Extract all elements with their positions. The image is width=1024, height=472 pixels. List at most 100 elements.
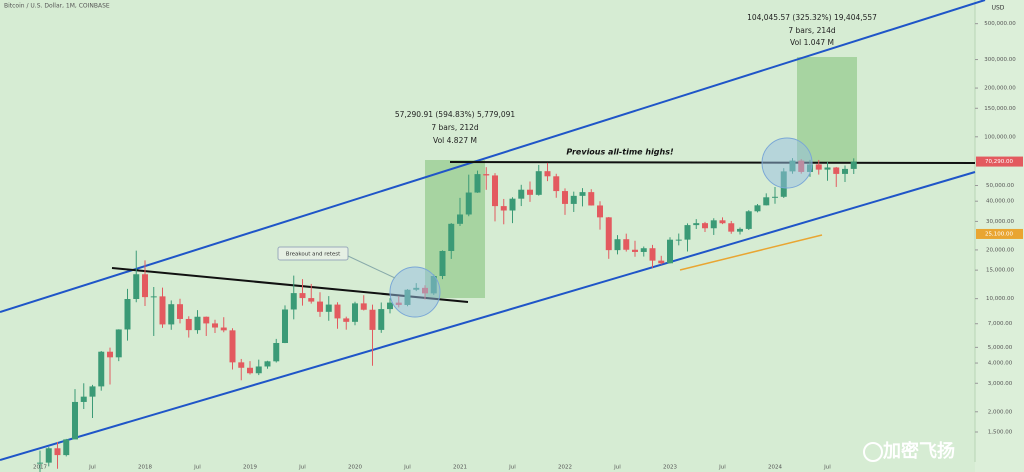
candle-body [483,174,490,176]
candle-body [632,249,638,252]
note-box [277,246,349,261]
annotation: 7 bars, 214d [788,26,836,35]
candle-body [317,301,323,312]
candle-body [282,309,288,344]
candle-body [693,223,700,226]
annotation: Vol 1.047 M [790,38,834,47]
candle-body [719,220,726,224]
candle-body [115,329,122,358]
x-tick-label: Jul [823,465,831,471]
candle-body [553,176,560,192]
channel-upper [0,0,986,313]
candle-body [360,303,367,310]
y-tick-label: 150,000.00 [984,106,1016,112]
candle-body [597,205,603,218]
candle-body [527,189,533,195]
candle-body [80,396,87,402]
candle-body [850,161,857,169]
candle-body [570,195,577,204]
x-tick-label: 2024 [768,465,782,471]
candle-body [177,304,183,319]
x-tick-label: 2020 [348,465,362,471]
candle-body [658,260,665,264]
candle-body [203,316,210,324]
y-tick-label: 20,000.00 [986,247,1014,253]
candle-body [824,167,831,170]
price-tag-label: 25,100.00 [985,231,1013,237]
x-tick-label: 2019 [243,465,257,471]
y-tick-label: 4,000.00 [988,361,1013,367]
candle-body [649,248,656,261]
candle-body [308,298,315,302]
candle-body [387,302,393,310]
candle-body [238,362,245,368]
price-tag-label: 70,290.00 [985,159,1013,165]
x-tick-label: Jul [298,465,306,471]
candle-body [763,197,770,206]
y-tick-label: 500,000.00 [984,21,1016,27]
x-tick-label: Jul [508,465,516,471]
candle-body [465,192,472,215]
y-tick-label: 10,000.00 [986,296,1014,302]
y-tick-label: 5,000.00 [988,345,1013,351]
candle-body [833,167,840,174]
watermark-logo [863,442,883,462]
x-tick-label: 2018 [138,465,152,471]
y-tick-label: 30,000.00 [986,219,1014,225]
candle-body [37,462,43,464]
candle-body [264,361,271,367]
x-tick-label: 2022 [558,465,572,471]
x-tick-label: Jul [718,465,726,471]
annotation: Vol 4.827 M [433,136,477,145]
candle-body [535,171,542,195]
candle-body [255,366,262,374]
candle-body [605,217,612,251]
annotation: 57,290.91 (594.83%) 5,779,091 [395,110,516,119]
y-tick-label: 200,000.00 [984,86,1016,92]
candle-body [640,248,647,252]
y-tick-label: 3,000.00 [988,381,1013,387]
y-tick-label: 2,000.00 [988,409,1013,415]
candle-body [334,304,341,319]
candle-body [500,206,507,211]
candle-body [745,211,752,229]
price-tag [976,228,1023,239]
candle-body [588,192,595,206]
price-tag [976,156,1023,167]
candle-body [518,189,525,199]
candle-body [159,296,166,325]
chart-title: Bitcoin / U.S. Dollar, 1M, COINBASE [4,3,110,10]
x-tick-label: 2017 [33,465,47,471]
y-tick-label: 15,000.00 [986,268,1014,274]
candle-body [185,318,192,331]
candle-body [675,239,682,241]
candle-body [439,250,446,277]
candle-body [562,191,568,204]
candle-body [343,318,350,322]
x-tick-label: Jul [613,465,621,471]
candle-body [684,225,691,240]
x-tick-label: 2021 [453,465,467,471]
candle-body [45,448,52,463]
candle-body [509,198,516,211]
ath-line [449,161,976,164]
candle-body [133,274,140,299]
candle-body [710,220,717,229]
candle-body [457,214,463,224]
candle-body [247,367,253,374]
candle-body [369,309,376,330]
candle-body [492,175,498,207]
candle-body [98,351,105,387]
candle-body [702,223,708,229]
candle-body [124,298,131,330]
note-pointer [347,255,396,279]
candle-body [63,439,70,456]
moving-average [679,234,823,271]
measure-box [797,57,857,163]
x-tick-label: Jul [403,465,411,471]
y-tick-label: 50,000.00 [986,183,1014,189]
candle-body [107,351,113,358]
candle-body [89,386,96,397]
candle-body [273,343,280,362]
